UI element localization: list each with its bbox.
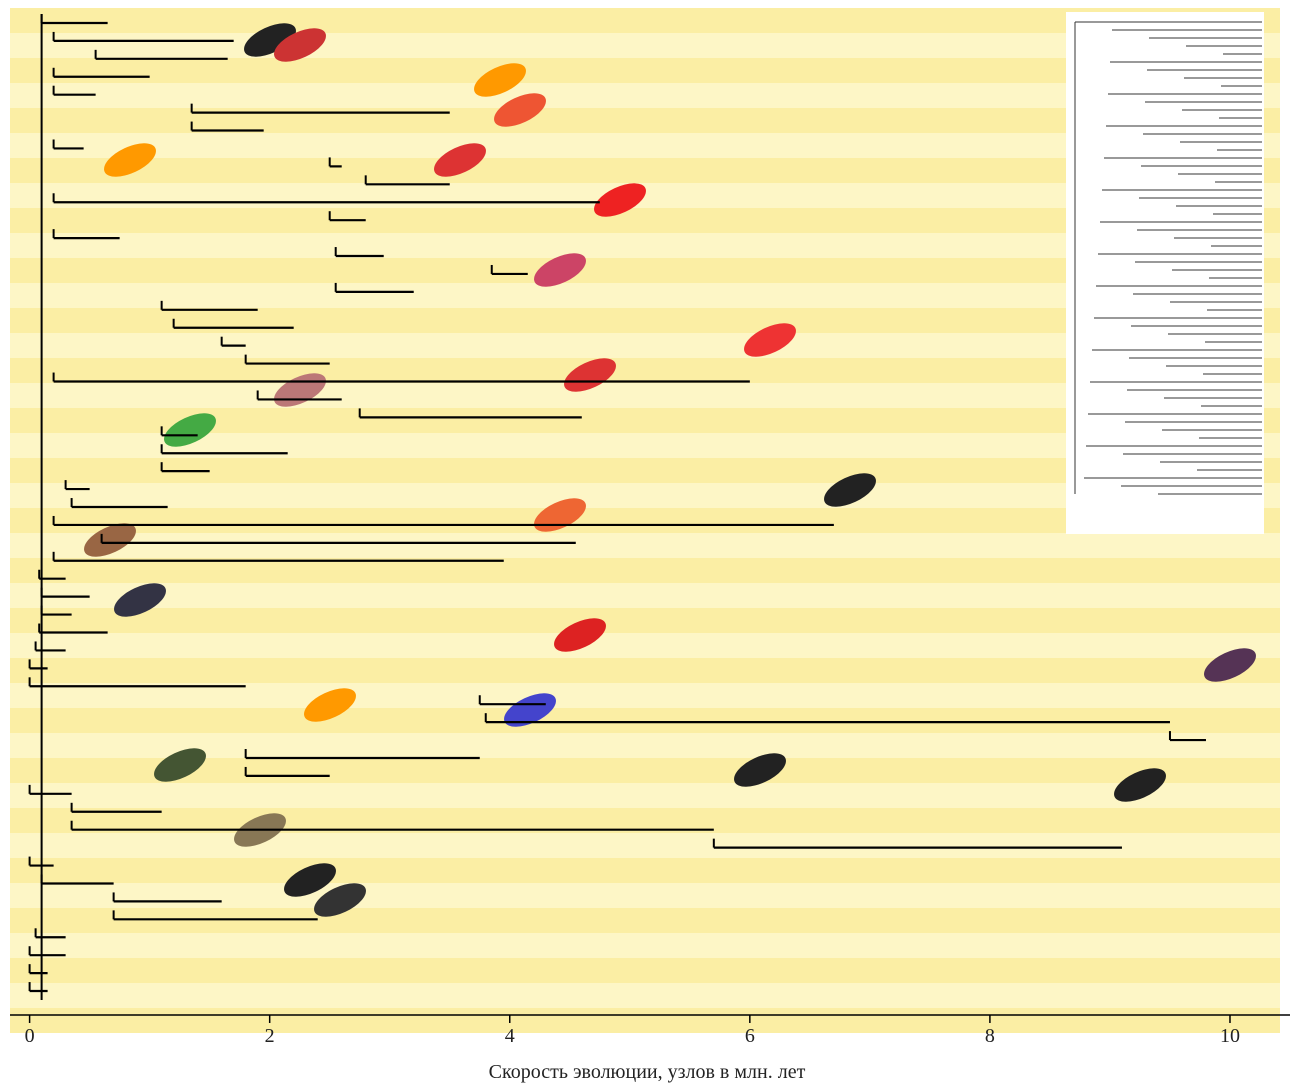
- bird: [104, 143, 156, 177]
- bird: [114, 583, 166, 617]
- stripe: [10, 908, 1280, 933]
- x-tick-label: 10: [1220, 1025, 1240, 1047]
- x-axis-label: Скорость эволюции, узлов в млн. лет: [489, 1061, 806, 1083]
- bird: [534, 253, 586, 287]
- stripe: [10, 708, 1280, 733]
- stripe: [10, 558, 1280, 583]
- x-tick-label: 6: [745, 1025, 755, 1047]
- bird: [594, 183, 646, 217]
- bird: [274, 28, 326, 62]
- stripe: [10, 1008, 1280, 1033]
- bird: [304, 688, 356, 722]
- stripe: [10, 608, 1280, 633]
- stripe: [10, 983, 1280, 1008]
- stripe: [10, 958, 1280, 983]
- stripe: [10, 533, 1280, 558]
- stripe: [10, 758, 1280, 783]
- stripe: [10, 933, 1280, 958]
- bird: [284, 863, 336, 897]
- x-tick-label: 0: [25, 1025, 35, 1047]
- bird-illustrations: [84, 23, 1256, 917]
- x-tick-label: 2: [265, 1025, 275, 1047]
- bird: [244, 23, 296, 57]
- stripe: [10, 583, 1280, 608]
- bird: [1114, 768, 1166, 802]
- bird: [164, 413, 216, 447]
- stripe: [10, 858, 1280, 883]
- bird: [434, 143, 486, 177]
- bird: [734, 753, 786, 787]
- bird: [154, 748, 206, 782]
- stripe: [10, 733, 1280, 758]
- bird: [554, 618, 606, 652]
- bird: [1204, 648, 1256, 682]
- inset-tree: [1074, 21, 1262, 495]
- stripe: [10, 833, 1280, 858]
- bird: [84, 523, 136, 557]
- stripe: [10, 783, 1280, 808]
- bird: [494, 93, 546, 127]
- bird: [504, 693, 556, 727]
- bird: [474, 63, 526, 97]
- x-tick-label: 8: [985, 1025, 995, 1047]
- x-tick-label: 4: [505, 1025, 515, 1047]
- bird: [824, 473, 876, 507]
- bird: [744, 323, 796, 357]
- bird: [564, 358, 616, 392]
- stripe: [10, 883, 1280, 908]
- bird: [314, 883, 366, 917]
- inset-panel: [1066, 12, 1264, 534]
- stripe: [10, 658, 1280, 683]
- bird: [534, 498, 586, 532]
- stripe: [10, 633, 1280, 658]
